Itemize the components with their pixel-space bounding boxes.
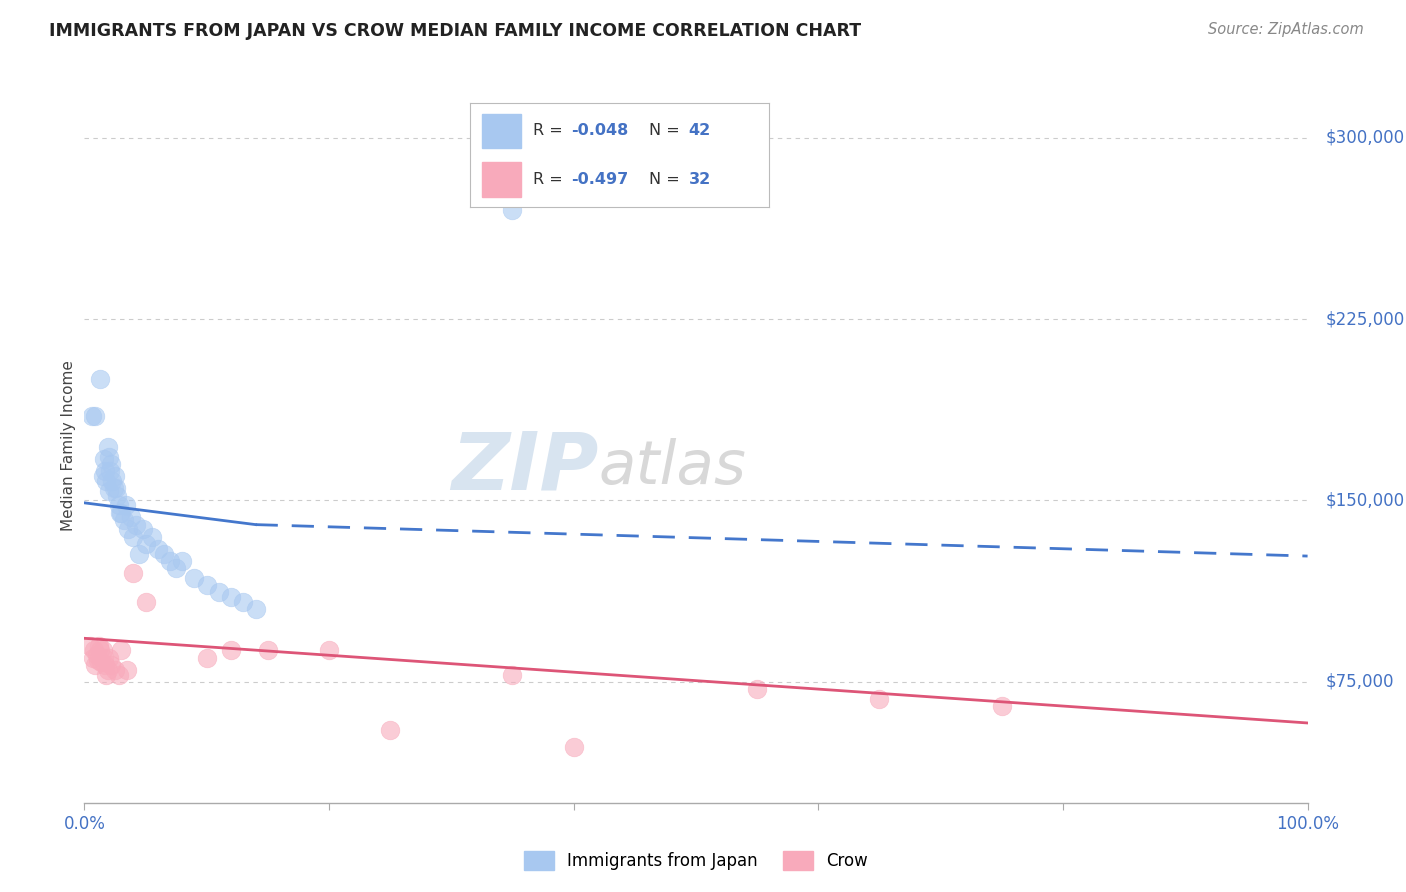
Point bbox=[80, 409, 103, 423]
Point bbox=[84, 657, 107, 672]
Text: -0.497: -0.497 bbox=[572, 172, 628, 187]
Point bbox=[94, 464, 117, 478]
Point bbox=[245, 602, 267, 616]
Point bbox=[90, 656, 112, 670]
Point bbox=[208, 585, 231, 599]
Y-axis label: Median Family Income: Median Family Income bbox=[60, 360, 76, 532]
Point bbox=[96, 474, 118, 488]
Bar bbox=[482, 114, 520, 148]
Text: $300,000: $300,000 bbox=[1326, 128, 1405, 146]
Point bbox=[257, 643, 280, 657]
Point bbox=[91, 643, 114, 657]
Text: $150,000: $150,000 bbox=[1326, 491, 1405, 509]
Point bbox=[115, 498, 138, 512]
Point bbox=[747, 682, 769, 697]
Point bbox=[79, 639, 101, 653]
Point bbox=[869, 691, 891, 706]
Point bbox=[89, 372, 111, 386]
Point bbox=[104, 469, 127, 483]
Point bbox=[105, 489, 128, 503]
Text: atlas: atlas bbox=[598, 438, 747, 497]
Point bbox=[84, 409, 107, 423]
Point bbox=[110, 643, 132, 657]
Point bbox=[107, 498, 129, 512]
Text: R =: R = bbox=[533, 123, 568, 138]
Text: ZIP: ZIP bbox=[451, 428, 598, 507]
Point bbox=[501, 203, 523, 218]
Point bbox=[97, 483, 120, 498]
Point bbox=[97, 663, 120, 677]
Point bbox=[195, 650, 218, 665]
Point bbox=[112, 513, 135, 527]
Point bbox=[318, 643, 340, 657]
Point bbox=[135, 595, 157, 609]
Point bbox=[96, 667, 118, 681]
Point bbox=[97, 650, 120, 665]
Point bbox=[219, 643, 242, 657]
Text: $225,000: $225,000 bbox=[1326, 310, 1405, 328]
Point bbox=[128, 547, 150, 561]
Point bbox=[86, 648, 108, 663]
Point bbox=[94, 657, 117, 672]
Point bbox=[141, 530, 163, 544]
Text: 32: 32 bbox=[689, 172, 710, 187]
Text: $75,000: $75,000 bbox=[1326, 673, 1395, 690]
Point bbox=[107, 667, 129, 681]
Point bbox=[115, 663, 138, 677]
Point bbox=[122, 530, 145, 544]
Point bbox=[122, 566, 145, 580]
Point bbox=[195, 578, 218, 592]
Point bbox=[219, 590, 242, 604]
Point bbox=[87, 653, 110, 667]
Point bbox=[135, 537, 157, 551]
Point bbox=[97, 450, 120, 464]
Point bbox=[110, 506, 132, 520]
Point bbox=[159, 554, 181, 568]
Text: 42: 42 bbox=[689, 123, 710, 138]
Point bbox=[117, 523, 139, 537]
Point bbox=[82, 650, 104, 665]
Point bbox=[991, 699, 1014, 714]
Text: Source: ZipAtlas.com: Source: ZipAtlas.com bbox=[1208, 22, 1364, 37]
Point bbox=[87, 639, 110, 653]
Point bbox=[125, 517, 148, 532]
Legend: Immigrants from Japan, Crow: Immigrants from Japan, Crow bbox=[517, 844, 875, 877]
Point bbox=[562, 740, 585, 755]
Point bbox=[108, 506, 131, 520]
Point bbox=[172, 554, 194, 568]
Point bbox=[146, 541, 169, 556]
Point bbox=[501, 667, 523, 681]
Text: N =: N = bbox=[650, 123, 685, 138]
Point bbox=[100, 457, 122, 471]
Point bbox=[153, 547, 176, 561]
Point bbox=[132, 523, 155, 537]
Point bbox=[105, 481, 128, 495]
Text: R =: R = bbox=[533, 172, 568, 187]
Point bbox=[83, 643, 105, 657]
Point bbox=[103, 481, 125, 495]
Point bbox=[104, 663, 127, 677]
Point bbox=[101, 474, 124, 488]
Point bbox=[93, 650, 115, 665]
Point bbox=[183, 571, 205, 585]
Text: IMMIGRANTS FROM JAPAN VS CROW MEDIAN FAMILY INCOME CORRELATION CHART: IMMIGRANTS FROM JAPAN VS CROW MEDIAN FAM… bbox=[49, 22, 862, 40]
Point bbox=[165, 561, 187, 575]
Point bbox=[97, 440, 120, 454]
Text: -0.048: -0.048 bbox=[572, 123, 628, 138]
Point bbox=[98, 464, 121, 478]
Bar bbox=[482, 162, 520, 196]
Point bbox=[100, 657, 122, 672]
Point bbox=[89, 643, 111, 657]
Text: N =: N = bbox=[650, 172, 685, 187]
Point bbox=[93, 452, 115, 467]
Point bbox=[232, 595, 254, 609]
Point bbox=[91, 469, 114, 483]
Point bbox=[120, 510, 142, 524]
Point bbox=[380, 723, 402, 738]
